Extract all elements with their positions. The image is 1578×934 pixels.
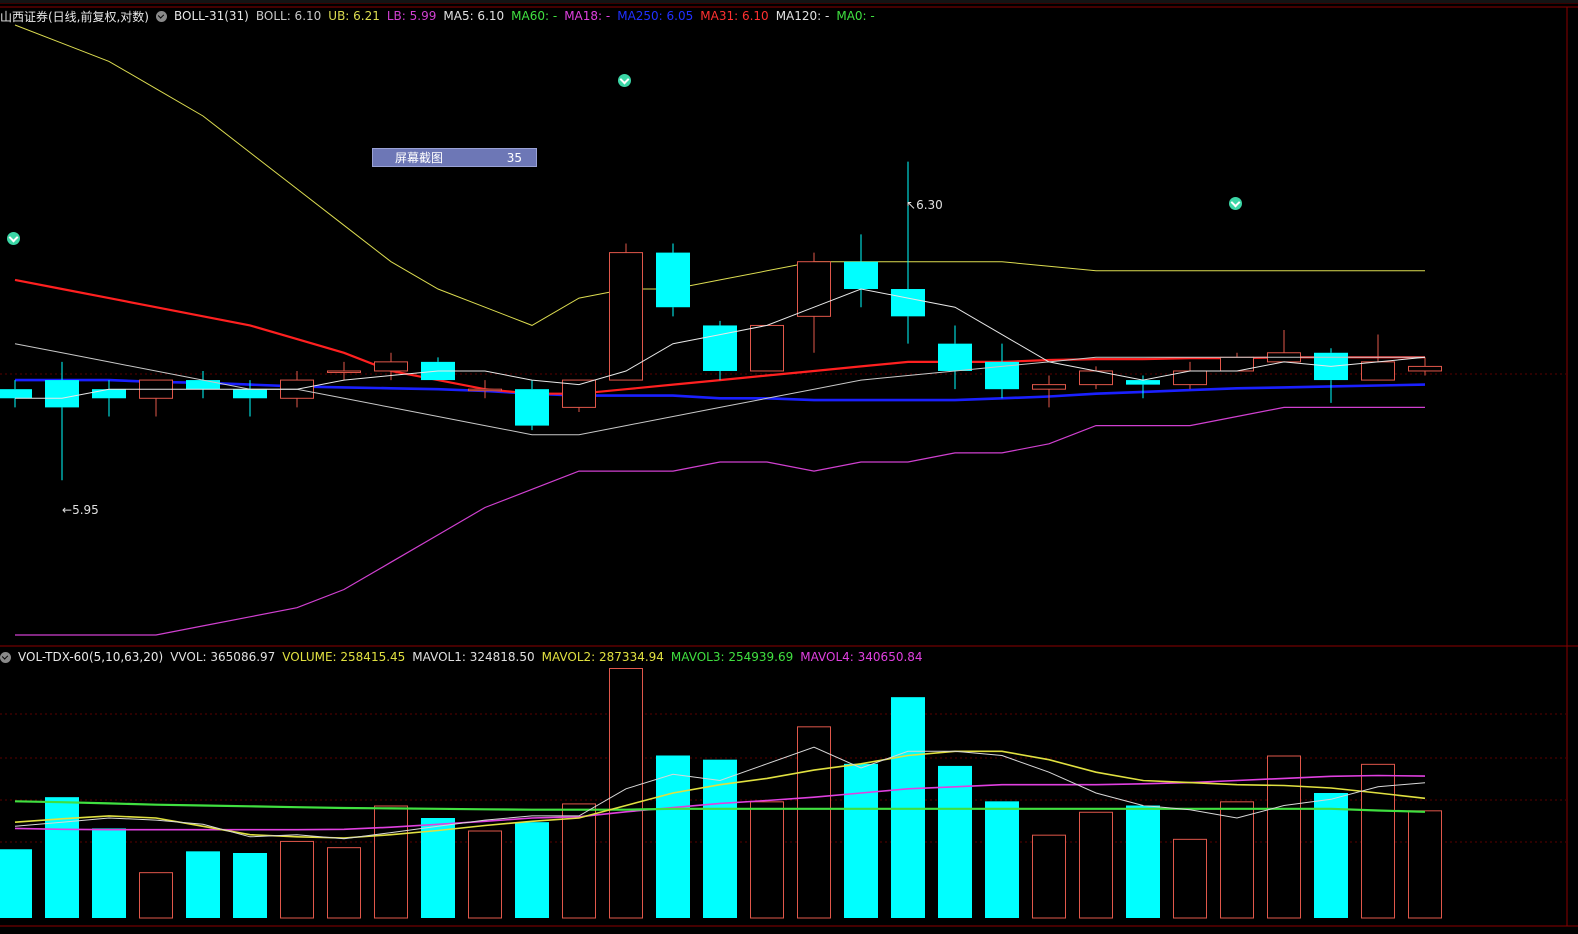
settings-icon[interactable] bbox=[156, 10, 167, 22]
candle-body bbox=[797, 261, 831, 317]
volume-bar bbox=[374, 805, 408, 919]
price-legend-item-1: UB: 6.21 bbox=[328, 9, 380, 23]
arrow-icon: ← bbox=[62, 503, 73, 517]
volume-bar bbox=[421, 818, 455, 918]
volume-bar bbox=[327, 847, 361, 919]
volume-bar bbox=[280, 840, 314, 919]
volume-legend-item-5: MAVOL4: 340650.84 bbox=[800, 650, 923, 664]
tooltip-label: 屏幕截图 bbox=[395, 151, 444, 165]
candle-body bbox=[468, 388, 502, 392]
candle-body bbox=[1032, 384, 1066, 390]
menu-strip bbox=[0, 0, 1578, 4]
candle-body bbox=[938, 343, 972, 371]
candle-body bbox=[233, 389, 267, 399]
volume-bar bbox=[515, 822, 549, 918]
volume-bar bbox=[233, 853, 267, 918]
volume-bar bbox=[186, 851, 220, 918]
volume-bar bbox=[1361, 763, 1395, 919]
price-legend-item-7: MA31: 6.10 bbox=[700, 9, 769, 23]
ma5-line bbox=[15, 288, 1426, 399]
signal-marker-icon[interactable] bbox=[1229, 197, 1242, 210]
stock-title: 山西证券(日线,前复权,对数) bbox=[0, 9, 149, 24]
arrow-icon: ↖ bbox=[906, 198, 917, 212]
tooltip-value: 35 bbox=[506, 150, 522, 165]
price-legend-item-3: MA5: 6.10 bbox=[443, 9, 505, 23]
candle-body bbox=[750, 324, 784, 372]
volume-bar bbox=[139, 872, 173, 919]
volume-bar bbox=[656, 755, 690, 918]
indicator-name: BOLL-31(31) bbox=[174, 9, 249, 23]
volume-bar bbox=[1408, 810, 1442, 919]
price-legend-item-4: MA60: - bbox=[511, 9, 558, 23]
price-legend-item-6: MA250: 6.05 bbox=[617, 9, 694, 23]
volume-bar bbox=[844, 763, 878, 918]
upper-band-line bbox=[14, 24, 1425, 326]
volume-panel-header: VOL-TDX-60(5,10,63,20) VVOL: 365086.97 VO… bbox=[0, 649, 923, 665]
volume-bar bbox=[797, 726, 831, 919]
volume-legend-item-4: MAVOL3: 254939.69 bbox=[670, 650, 794, 664]
candle-body bbox=[1408, 365, 1442, 372]
signal-marker-icon[interactable] bbox=[7, 232, 20, 245]
price-legend-item-9: MA0: - bbox=[836, 9, 875, 23]
price-panel-header: 山西证券(日线,前复权,对数) BOLL-31(31) BOLL: 6.10 UB… bbox=[0, 8, 875, 24]
mavol3-line bbox=[14, 800, 1426, 813]
volume-bar bbox=[45, 797, 79, 918]
volume-indicator-name: VOL-TDX-60(5,10,63,20) bbox=[18, 650, 164, 664]
volume-bar bbox=[750, 801, 784, 919]
candle-body bbox=[327, 370, 361, 373]
price-legend-item-8: MA120: - bbox=[775, 9, 830, 23]
volume-bar bbox=[1267, 755, 1301, 919]
volume-bar bbox=[468, 830, 502, 919]
screenshot-tooltip[interactable]: 屏幕截图 35 bbox=[372, 148, 537, 167]
volume-legend: VVOL: 365086.97 VOLUME: 258415.45 MAVOL1: … bbox=[170, 650, 922, 664]
low-price-label: ←5.95 bbox=[62, 503, 99, 517]
volume-bar bbox=[562, 803, 596, 919]
candle-body bbox=[92, 389, 126, 399]
volume-legend-item-3: MAVOL2: 287334.94 bbox=[541, 650, 664, 664]
volume-bar bbox=[1079, 811, 1113, 919]
lower-band-line bbox=[15, 406, 1425, 636]
candle-body bbox=[891, 289, 925, 317]
candle-body bbox=[515, 389, 549, 426]
price-legend-item-2: LB: 5.99 bbox=[386, 9, 437, 23]
ma250-line bbox=[15, 378, 1426, 402]
volume-bar bbox=[92, 828, 126, 918]
volume-bar bbox=[985, 801, 1019, 918]
candle-body bbox=[1126, 380, 1160, 385]
mavol2-line bbox=[14, 750, 1426, 839]
candle-body bbox=[45, 380, 79, 408]
ma31-line bbox=[14, 278, 1425, 395]
candle-body bbox=[656, 252, 690, 308]
volume-bar bbox=[1173, 838, 1207, 919]
volume-bar bbox=[0, 849, 32, 918]
high-price-label: ↖6.30 bbox=[906, 198, 943, 212]
volume-bar bbox=[1314, 793, 1348, 918]
candle-body bbox=[609, 252, 643, 381]
mavol1-line bbox=[14, 746, 1426, 840]
price-legend-item-5: MA18: - bbox=[564, 9, 611, 23]
signal-marker-icon[interactable] bbox=[618, 74, 631, 87]
volume-legend-item-2: MAVOL1: 324818.50 bbox=[412, 650, 535, 664]
candle-body bbox=[844, 261, 878, 290]
price-legend-item-0: BOLL: 6.10 bbox=[255, 9, 322, 23]
volume-bar bbox=[938, 765, 972, 918]
candle-body bbox=[186, 380, 220, 390]
volume-bar bbox=[891, 697, 925, 918]
volume-bar bbox=[1032, 834, 1066, 919]
candle-body bbox=[1361, 361, 1395, 381]
volume-legend-item-1: VOLUME: 258415.45 bbox=[282, 650, 406, 664]
volume-bar bbox=[609, 668, 643, 919]
settings-icon[interactable] bbox=[0, 651, 11, 663]
volume-bar bbox=[1220, 801, 1254, 919]
candle-body bbox=[374, 361, 408, 372]
candle-body bbox=[703, 325, 737, 371]
volume-bar bbox=[1126, 805, 1160, 918]
volume-legend-item-0: VVOL: 365086.97 bbox=[170, 650, 276, 664]
price-legend: BOLL: 6.10 UB: 6.21 LB: 5.99 MA5: 6.10 MA60:… bbox=[256, 9, 875, 23]
candle-body bbox=[0, 389, 32, 399]
